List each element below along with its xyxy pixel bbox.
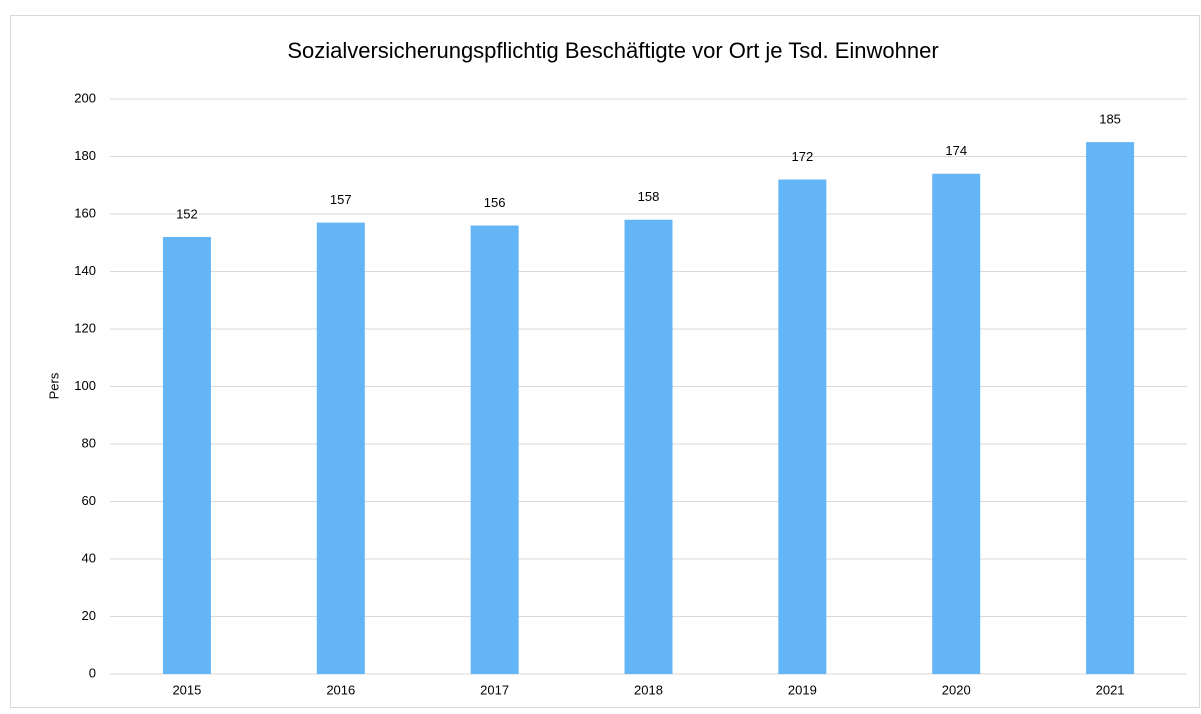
bar [1086,142,1135,674]
bar [624,219,673,674]
x-tick-label: 2017 [480,682,509,697]
x-tick-label: 2015 [172,682,201,697]
data-label: 152 [176,206,198,221]
x-tick-label: 2016 [326,682,355,697]
y-tick-label: 180 [74,148,96,163]
x-tick-label: 2021 [1096,682,1125,697]
data-label: 156 [484,195,506,210]
bar [316,222,365,674]
data-label: 185 [1099,112,1121,127]
bar [470,225,519,674]
y-tick-label: 100 [74,378,96,393]
bar [932,173,981,674]
y-tick-label: 20 [82,608,96,623]
x-tick-label: 2018 [634,682,663,697]
data-label: 172 [792,149,814,164]
y-tick-label: 120 [74,320,96,335]
y-tick-label: 60 [82,493,96,508]
y-tick-label: 160 [74,205,96,220]
x-tick-label: 2020 [942,682,971,697]
data-label: 174 [945,143,967,158]
x-tick-label: 2019 [788,682,817,697]
data-label: 158 [638,189,660,204]
bar [162,237,211,674]
chart-title: Sozialversicherungspflichtig Beschäftigt… [287,38,938,63]
y-tick-label: 140 [74,263,96,278]
y-tick-label: 40 [82,550,96,565]
y-tick-label: 200 [74,90,96,105]
bar [778,179,827,674]
y-axis-label: Pers [46,372,61,399]
y-tick-label: 0 [89,665,96,680]
y-tick-label: 80 [82,435,96,450]
data-label: 157 [330,192,352,207]
